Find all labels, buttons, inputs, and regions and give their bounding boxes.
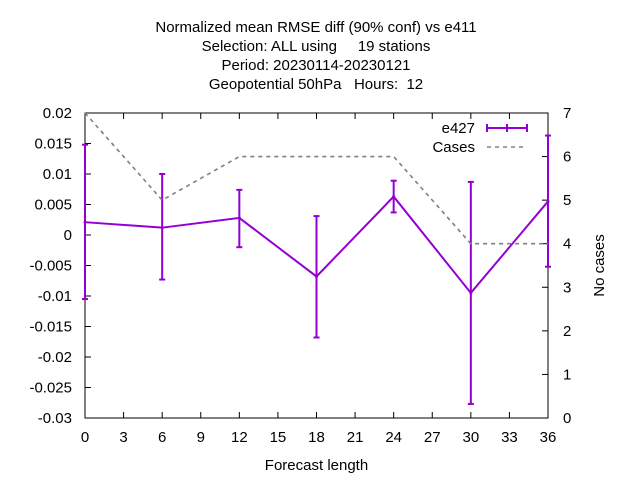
x-tick-label: 9 — [197, 429, 205, 446]
x-tick-label: 27 — [424, 429, 441, 446]
x-tick-label: 21 — [347, 429, 364, 446]
y-tick-label: -0.025 — [29, 380, 72, 397]
y2-axis-label: No cases — [591, 234, 608, 297]
x-tick-label: 18 — [308, 429, 325, 446]
x-axis-label: Forecast length — [265, 457, 368, 474]
legend-label: e427 — [442, 120, 475, 137]
y-tick-label: 0.02 — [43, 105, 72, 122]
y-tick-label: -0.01 — [38, 288, 72, 305]
y2-tick-label: 0 — [563, 410, 571, 427]
y-tick-label: -0.03 — [38, 410, 72, 427]
y-tick-label: 0.01 — [43, 166, 72, 183]
chart-title-line: Normalized mean RMSE diff (90% conf) vs … — [155, 19, 476, 36]
data-point — [392, 195, 396, 199]
y2-tick-label: 7 — [563, 105, 571, 122]
y2-tick-label: 1 — [563, 366, 571, 383]
y-tick-label: 0.015 — [34, 136, 72, 153]
y2-tick-label: 2 — [563, 323, 571, 340]
chart-title-line: Geopotential 50hPa Hours: 12 — [209, 76, 423, 93]
x-tick-label: 33 — [501, 429, 518, 446]
x-tick-label: 0 — [81, 429, 89, 446]
legend: e427 Cases — [432, 120, 528, 156]
y-tick-label: -0.015 — [29, 319, 72, 336]
y2-tick-label: 6 — [563, 149, 571, 166]
x-tick-label: 36 — [540, 429, 557, 446]
x-tick-label: 15 — [270, 429, 287, 446]
data-point — [315, 274, 318, 278]
data-point — [469, 291, 473, 295]
chart-title-line: Period: 20230114-20230121 — [221, 57, 410, 74]
x-tick-label: 3 — [119, 429, 127, 446]
x-tick-label: 12 — [231, 429, 248, 446]
y-tick-label: 0 — [64, 227, 72, 244]
y-tick-label: 0.005 — [34, 197, 72, 214]
data-point — [237, 216, 241, 220]
x-tick-label: 24 — [385, 429, 402, 446]
y-tick-label: -0.02 — [38, 349, 72, 366]
x-tick-label: 30 — [462, 429, 479, 446]
y-tick-label: -0.005 — [29, 258, 72, 275]
y2-tick-label: 5 — [563, 192, 571, 209]
x-tick-label: 6 — [158, 429, 166, 446]
chart-axes: 0 3 6 9 12 15 18 21 24 27 30 33 360.020.0150.010.005… — [29, 105, 608, 474]
y2-tick-label: 4 — [563, 236, 571, 253]
data-point — [83, 220, 87, 224]
data-point — [160, 226, 164, 230]
series-layer — [82, 112, 551, 405]
chart-titles: Normalized mean RMSE diff (90% conf) vs … — [155, 19, 476, 93]
chart-title-line: Selection: ALL using 19 stations — [202, 38, 431, 55]
legend-label: Cases — [432, 139, 475, 156]
data-point — [546, 199, 550, 203]
cases-line — [84, 112, 548, 245]
y2-tick-label: 3 — [563, 279, 571, 296]
